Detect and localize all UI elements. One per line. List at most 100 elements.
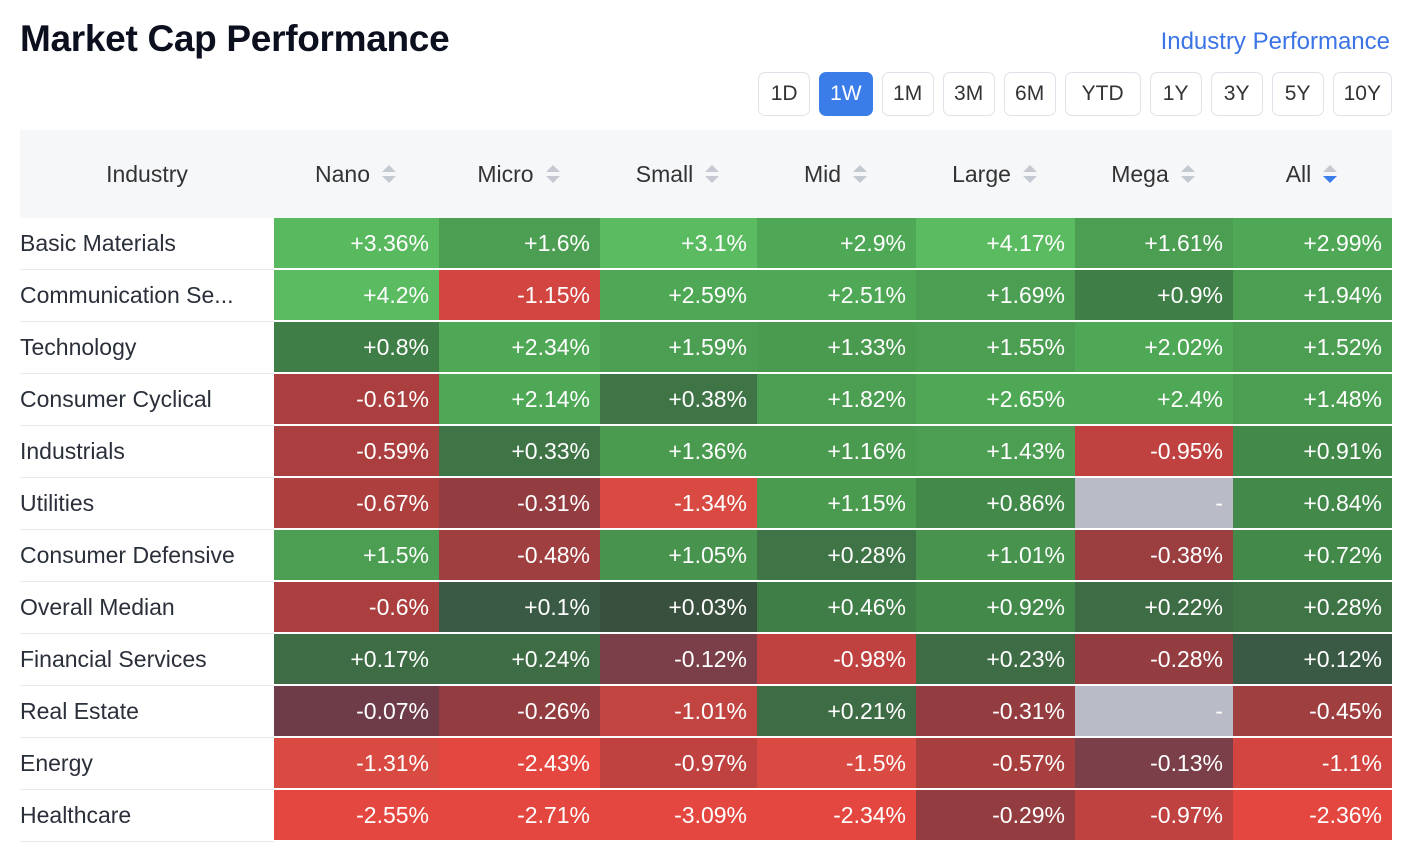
performance-cell: +1.48% [1233,373,1392,426]
performance-cell: -3.09% [600,789,757,842]
industry-performance-link[interactable]: Industry Performance [1160,28,1390,55]
period-button-ytd[interactable]: YTD [1064,72,1141,116]
period-button-5y[interactable]: 5Y [1271,72,1324,116]
performance-cell: +1.6% [439,218,600,270]
performance-cell: +0.22% [1075,581,1233,634]
column-header-mega[interactable]: Mega [1075,130,1233,218]
performance-cell: +0.33% [439,425,600,478]
performance-cell: +1.69% [916,269,1075,322]
column-header-label: Mid [803,160,842,187]
column-header-inner: Micro [477,161,561,188]
performance-cell: +2.9% [757,218,916,270]
performance-cell: +1.01% [916,529,1075,582]
performance-cell: +0.9% [1075,269,1233,322]
performance-cell: -0.31% [916,685,1075,738]
period-button-10y[interactable]: 10Y [1332,72,1392,116]
performance-cell: +2.02% [1075,321,1233,374]
performance-cell: +2.99% [1233,218,1392,270]
performance-cell: +0.28% [757,529,916,582]
performance-cell: -0.97% [600,737,757,790]
column-header-mid[interactable]: Mid [757,130,916,218]
table-row[interactable]: Utilities -0.67% -0.31% -1.34% +1.15% +0.86% -… [20,477,1392,530]
performance-cell: -0.12% [600,633,757,686]
performance-cell: +4.2% [274,269,439,322]
performance-cell: +0.38% [600,373,757,426]
table-row[interactable]: Technology +0.8% +2.34% +1.59% +1.33% +1.55% +… [20,321,1392,374]
sort-updown-icon [544,162,562,186]
industry-name: Real Estate [20,685,274,738]
period-button-3y[interactable]: 3Y [1210,72,1263,116]
performance-cell: -0.31% [439,477,600,530]
performance-cell: +3.36% [274,218,439,270]
performance-cell: +2.59% [600,269,757,322]
table-row[interactable]: Basic Materials +3.36% +1.6% +3.1% +2.9% +4.1… [20,218,1392,270]
performance-cell: +0.86% [916,477,1075,530]
column-header-small[interactable]: Small [600,130,757,218]
performance-cell: -0.59% [274,425,439,478]
column-header-inner: Mega [1111,161,1197,188]
period-button-1d[interactable]: 1D [758,72,811,116]
sort-updown-icon [1021,162,1039,186]
industry-name: Technology [20,321,274,374]
column-header-nano[interactable]: Nano [274,130,439,218]
performance-cell: +0.46% [757,581,916,634]
sort-updown-icon [703,162,721,186]
performance-cell: +0.91% [1233,425,1392,478]
performance-cell: -0.6% [274,581,439,634]
column-header-large[interactable]: Large [916,130,1075,218]
period-button-6m[interactable]: 6M [1003,72,1056,116]
performance-cell: +0.23% [916,633,1075,686]
performance-cell: -0.13% [1075,737,1233,790]
table-row[interactable]: Consumer Cyclical -0.61% +2.14% +0.38% +1.82… [20,373,1392,426]
performance-cell: +0.17% [274,633,439,686]
column-header-all[interactable]: All [1233,130,1392,218]
table-row[interactable]: Healthcare -2.55% -2.71% -3.09% -2.34% -0.29%… [20,789,1392,842]
table-row[interactable]: Industrials -0.59% +0.33% +1.36% +1.16% +1.43… [20,425,1392,478]
performance-cell: +1.55% [916,321,1075,374]
column-header-label: Large [952,160,1011,187]
table-row[interactable]: Overall Median -0.6% +0.1% +0.03% +0.46% +0.9… [20,581,1392,634]
performance-cell: +0.84% [1233,477,1392,530]
column-header-industry: Industry [20,130,274,218]
performance-cell: +0.12% [1233,633,1392,686]
performance-cell: +1.5% [274,529,439,582]
period-button-1w[interactable]: 1W [819,72,873,116]
performance-cell: +2.51% [757,269,916,322]
column-header-inner: Large [952,161,1039,188]
period-button-1y[interactable]: 1Y [1149,72,1202,116]
column-header-label: Small [635,160,694,187]
table-row[interactable]: Real Estate -0.07% -0.26% -1.01% +0.21% -0.31… [20,685,1392,738]
industry-name: Healthcare [20,789,274,842]
performance-cell: -0.45% [1233,685,1392,738]
performance-cell: +1.61% [1075,218,1233,270]
performance-cell: -0.57% [916,737,1075,790]
column-header-inner: Industry [106,161,188,188]
performance-cell: +1.15% [757,477,916,530]
performance-cell: +1.94% [1233,269,1392,322]
period-button-1m[interactable]: 1M [881,72,934,116]
performance-cell: +1.05% [600,529,757,582]
table-row[interactable]: Energy -1.31% -2.43% -0.97% -1.5% -0.57% -0.13… [20,737,1392,790]
performance-cell: +1.33% [757,321,916,374]
period-selector: 1D 1W 1M 3M 6M YTD 1Y 3Y 5Y 10Y [758,72,1392,116]
performance-cell: - [1075,477,1233,530]
performance-cell: -0.28% [1075,633,1233,686]
performance-cell: -0.67% [274,477,439,530]
performance-cell: +0.1% [439,581,600,634]
column-header-micro[interactable]: Micro [439,130,600,218]
performance-cell: -0.48% [439,529,600,582]
performance-cell: -1.34% [600,477,757,530]
industry-name: Financial Services [20,633,274,686]
performance-cell: +1.59% [600,321,757,374]
table-row[interactable]: Communication Se... +4.2% -1.15% +2.59% +2.5… [20,269,1392,322]
industry-name: Communication Se... [20,269,274,322]
period-button-3m[interactable]: 3M [942,72,995,116]
table-row[interactable]: Consumer Defensive +1.5% -0.48% +1.05% +0.28… [20,529,1392,582]
table-row[interactable]: Financial Services +0.17% +0.24% -0.12% -0.9… [20,633,1392,686]
industry-name: Utilities [20,477,274,530]
performance-cell: +1.43% [916,425,1075,478]
performance-cell: +3.1% [600,218,757,270]
performance-cell: +0.28% [1233,581,1392,634]
performance-cell: -0.95% [1075,425,1233,478]
performance-cell: -0.26% [439,685,600,738]
